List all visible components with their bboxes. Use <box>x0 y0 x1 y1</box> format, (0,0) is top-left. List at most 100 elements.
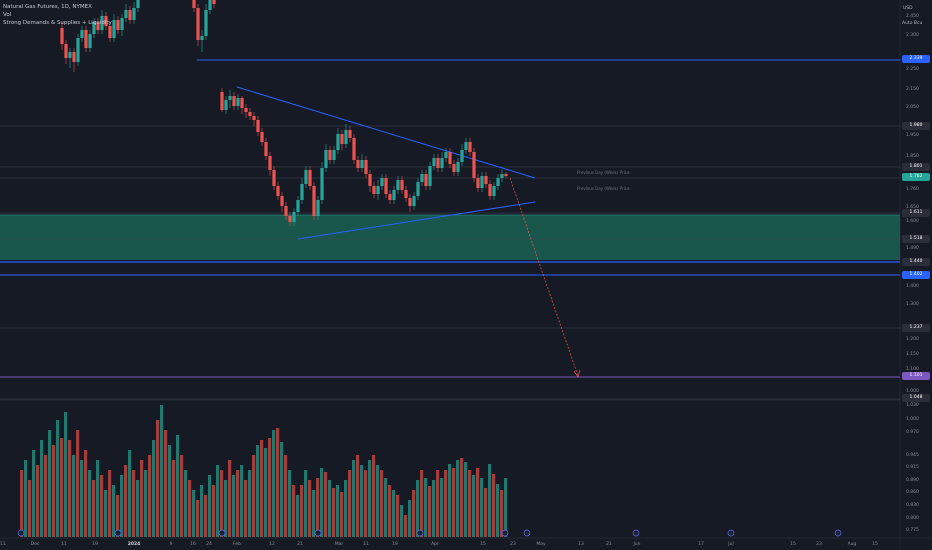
projection-arrow[interactable] <box>509 177 581 378</box>
event-marker-icon[interactable] <box>114 529 122 537</box>
volume-bar <box>216 465 220 537</box>
legend-indicator[interactable]: Strong Demands & Supplies + Liquidity <box>3 20 112 26</box>
price-badge: 1.101 <box>902 372 930 380</box>
price-tick: 1.400 <box>906 284 919 289</box>
time-tick: 13 <box>578 542 584 547</box>
currency-label[interactable]: USD <box>903 6 913 11</box>
volume-bars <box>20 405 508 537</box>
volume-bar <box>428 486 432 537</box>
candle <box>100 16 104 30</box>
volume-bar <box>172 460 176 537</box>
event-marker-icon[interactable] <box>17 529 25 537</box>
event-marker-icon[interactable] <box>218 529 226 537</box>
candle <box>484 176 488 184</box>
volume-bar <box>64 412 68 537</box>
volume-bar <box>392 490 396 537</box>
event-marker-icon[interactable] <box>314 529 322 537</box>
volume-bar <box>156 420 160 537</box>
time-tick: Feb <box>233 542 241 547</box>
volume-bar <box>20 470 24 537</box>
candle <box>504 174 508 176</box>
volume-bar <box>352 460 356 537</box>
upper-trendline[interactable] <box>236 86 536 179</box>
time-tick: 23 <box>816 542 822 547</box>
time-tick: 19 <box>92 542 98 547</box>
volume-bar <box>228 460 232 537</box>
volume-bar <box>224 480 228 537</box>
price-tick: 2.050 <box>906 105 919 110</box>
horizontal-levels <box>0 59 900 400</box>
volume-bar <box>32 450 36 537</box>
legend-exchange: NYMEX <box>72 4 92 10</box>
volume-bar <box>144 470 148 537</box>
volume-bar <box>480 478 484 537</box>
volume-bar <box>88 470 92 537</box>
price-tick: 2.250 <box>906 67 919 72</box>
volume-bar <box>360 465 364 537</box>
candle <box>388 194 392 200</box>
lower-trendline[interactable] <box>297 201 536 240</box>
volume-bar <box>356 455 360 537</box>
price-tick: 2.300 <box>906 33 919 38</box>
volume-bar <box>264 448 268 537</box>
volume-bar <box>236 470 240 537</box>
candle <box>476 178 480 188</box>
candle <box>468 142 472 152</box>
volume-bar <box>316 478 320 537</box>
candle <box>348 130 352 138</box>
volume-bar <box>272 430 276 537</box>
volume-bar <box>324 472 328 537</box>
volume-bar <box>220 470 224 537</box>
volume-bar <box>120 475 124 537</box>
event-marker-icon[interactable] <box>632 529 640 537</box>
event-marker-icon[interactable] <box>501 529 509 537</box>
candle <box>88 34 92 48</box>
candle <box>384 178 388 194</box>
volume-bar <box>112 485 116 537</box>
volume-bar <box>252 455 256 537</box>
candle <box>260 132 264 142</box>
volume-bar <box>380 470 384 537</box>
price-tick: 1.600 <box>906 219 919 224</box>
candle <box>288 216 292 222</box>
volume-bar <box>444 470 448 537</box>
price-tick: 1.300 <box>906 302 919 307</box>
time-tick: May <box>536 542 546 547</box>
candle <box>244 108 248 112</box>
volume-bar <box>124 465 128 537</box>
legend-title: Natural Gas Futures, 1D, NYMEX <box>3 4 92 10</box>
volume-tick: 0.970 <box>906 430 919 435</box>
candle <box>480 176 484 188</box>
candle <box>440 158 444 168</box>
candle <box>312 186 316 216</box>
volume-bar <box>260 440 264 537</box>
event-marker-icon[interactable] <box>834 529 842 537</box>
volume-bar <box>308 480 312 537</box>
price-tick: 1.100 <box>906 367 919 372</box>
volume-bar <box>48 430 52 537</box>
legend-vol[interactable]: Vol <box>3 12 12 18</box>
volume-bar <box>408 500 412 537</box>
volume-bar <box>276 428 280 537</box>
volume-bar <box>92 480 96 537</box>
price-tick: 1.150 <box>906 352 919 357</box>
candle <box>404 190 408 198</box>
event-marker-icon[interactable] <box>523 529 531 537</box>
scale-mode-label[interactable]: Auto Bcu <box>902 21 923 26</box>
candle <box>228 96 232 100</box>
event-marker-icon[interactable] <box>727 529 735 537</box>
volume-bar <box>448 464 452 537</box>
price-badge: 2.339 <box>902 55 930 63</box>
event-marker-icon[interactable] <box>416 529 424 537</box>
volume-bar <box>152 440 156 537</box>
volume-bar <box>108 470 112 537</box>
candle <box>204 10 208 36</box>
time-tick: 24 <box>206 542 212 547</box>
volume-bar <box>76 430 80 537</box>
volume-bar <box>492 474 496 537</box>
volume-bar <box>36 465 40 537</box>
volume-bar <box>212 485 216 537</box>
volume-bar <box>472 475 476 537</box>
price-tick: 1.000 <box>906 389 919 394</box>
